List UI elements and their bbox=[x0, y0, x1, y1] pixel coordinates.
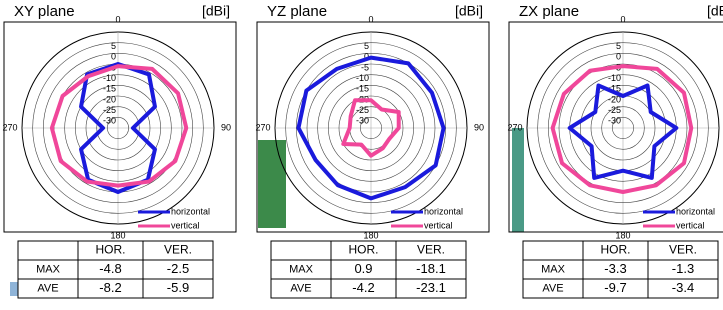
table-header: VER. bbox=[164, 243, 192, 257]
table-value: -9.7 bbox=[604, 280, 626, 295]
row-label: AVE bbox=[542, 282, 563, 294]
table-header: HOR. bbox=[96, 243, 126, 257]
table-value: -4.8 bbox=[99, 261, 121, 276]
table-header: VER. bbox=[669, 243, 697, 257]
theta-tick-label: 90 bbox=[221, 122, 231, 132]
theta-tick-label: 270 bbox=[2, 122, 17, 132]
table-value: -2.5 bbox=[167, 261, 189, 276]
r-tick-label: -10 bbox=[608, 73, 621, 83]
chart-title: YZ plane bbox=[267, 3, 327, 20]
table-cell bbox=[271, 241, 331, 260]
table-value: -5.9 bbox=[167, 280, 189, 295]
legend-label: horizontal bbox=[676, 206, 715, 216]
r-tick-label: -10 bbox=[356, 73, 369, 83]
r-tick-label: -15 bbox=[356, 84, 369, 94]
table-header: HOR. bbox=[349, 243, 379, 257]
table-value: -3.4 bbox=[672, 280, 694, 295]
table-value: 0.9 bbox=[354, 261, 372, 276]
row-label: MAX bbox=[36, 263, 61, 275]
table-value: -4.2 bbox=[352, 280, 374, 295]
table-cell bbox=[18, 241, 78, 260]
r-tick-label: -30 bbox=[103, 116, 116, 126]
page: XY plane[dBi]09018027050-5-10-15-20-25-3… bbox=[0, 0, 723, 310]
r-tick-label: -25 bbox=[356, 105, 369, 115]
r-tick-label: -15 bbox=[103, 84, 116, 94]
legend-label: vertical bbox=[676, 220, 705, 230]
table-value: -3.3 bbox=[604, 261, 626, 276]
table-value: -8.2 bbox=[99, 280, 121, 295]
theta-tick-label: 0 bbox=[368, 14, 373, 24]
theta-tick-label: 0 bbox=[115, 14, 120, 24]
table-value: -23.1 bbox=[416, 280, 446, 295]
r-tick-label: -25 bbox=[103, 105, 116, 115]
r-tick-label: -10 bbox=[103, 73, 116, 83]
antenna-photo bbox=[258, 140, 286, 228]
r-tick-label: 0 bbox=[111, 52, 116, 62]
r-tick-label: 5 bbox=[111, 41, 116, 51]
r-tick-label: -30 bbox=[608, 116, 621, 126]
row-label: AVE bbox=[37, 282, 58, 294]
series-line bbox=[52, 66, 186, 185]
r-tick-label: -5 bbox=[361, 62, 369, 72]
row-label: MAX bbox=[541, 263, 566, 275]
r-tick-label: 5 bbox=[616, 41, 621, 51]
r-tick-label: 5 bbox=[364, 41, 369, 51]
legend-label: vertical bbox=[171, 220, 200, 230]
table-header: HOR. bbox=[601, 243, 631, 257]
theta-tick-label: 180 bbox=[615, 230, 630, 240]
theta-tick-label: 0 bbox=[620, 14, 625, 24]
unit-label: [dBi] bbox=[202, 3, 230, 19]
r-tick-label: -25 bbox=[608, 105, 621, 115]
antenna-photo bbox=[512, 128, 524, 232]
r-tick-label: -20 bbox=[103, 94, 116, 104]
unit-label: [dBi] bbox=[707, 3, 723, 19]
legend-label: horizontal bbox=[171, 206, 210, 216]
table-header: VER. bbox=[417, 243, 445, 257]
chart-title: ZX plane bbox=[519, 3, 579, 20]
theta-tick-label: 180 bbox=[363, 230, 378, 240]
table-value: -1.3 bbox=[672, 261, 694, 276]
r-tick-label: 0 bbox=[616, 52, 621, 62]
theta-tick-label: 270 bbox=[255, 122, 270, 132]
legend-label: horizontal bbox=[424, 206, 463, 216]
theta-tick-label: 270 bbox=[507, 122, 522, 132]
row-label: MAX bbox=[289, 263, 314, 275]
unit-label: [dBi] bbox=[455, 3, 483, 19]
theta-tick-label: 90 bbox=[474, 122, 484, 132]
table-value: -18.1 bbox=[416, 261, 446, 276]
table-cell bbox=[523, 241, 583, 260]
legend-label: vertical bbox=[424, 220, 453, 230]
row-label: AVE bbox=[290, 282, 311, 294]
theta-tick-label: 180 bbox=[110, 230, 125, 240]
r-tick-label: -30 bbox=[356, 116, 369, 126]
chart-title: XY plane bbox=[14, 3, 75, 20]
